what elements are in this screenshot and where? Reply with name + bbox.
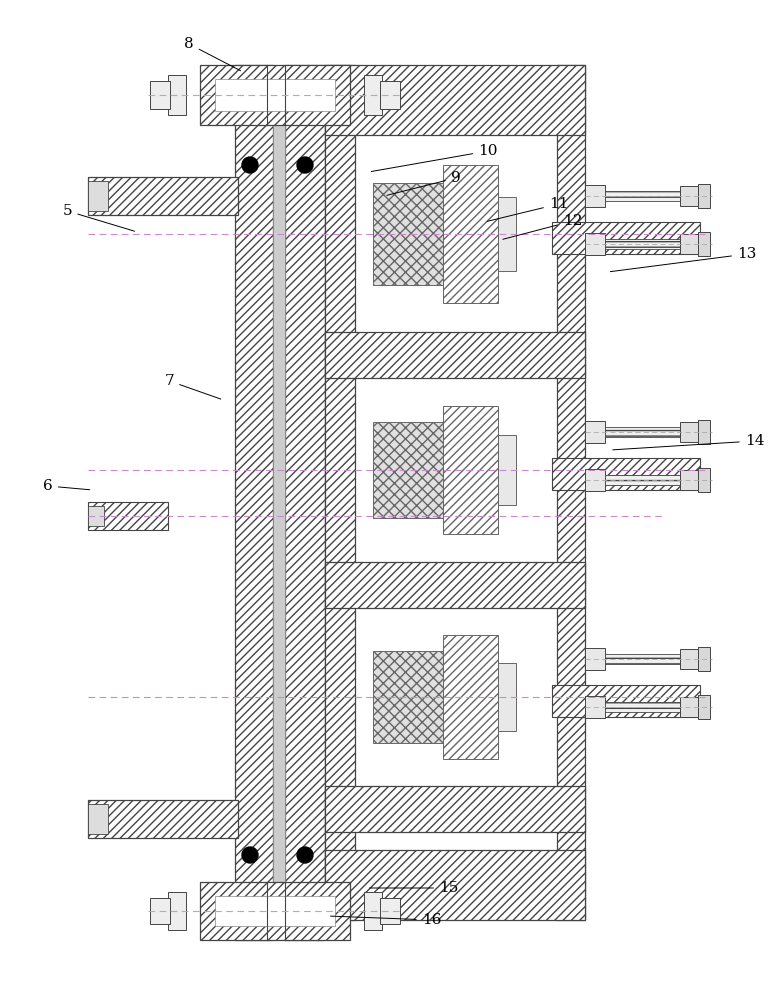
Bar — [698, 647, 710, 671]
Bar — [215, 896, 335, 926]
Bar — [325, 65, 355, 920]
Bar — [585, 421, 605, 443]
Bar — [88, 177, 238, 215]
Bar — [698, 184, 710, 208]
Text: 11: 11 — [487, 197, 568, 221]
Text: 15: 15 — [370, 881, 459, 895]
Text: 14: 14 — [613, 434, 764, 450]
Bar — [443, 406, 498, 534]
Bar — [680, 186, 698, 206]
Bar — [325, 65, 585, 135]
Bar — [585, 469, 605, 491]
Bar — [680, 649, 698, 669]
Bar — [325, 850, 585, 920]
Bar — [680, 697, 698, 717]
Bar — [585, 233, 605, 255]
Bar — [605, 475, 680, 485]
Bar — [552, 685, 700, 717]
Bar — [373, 183, 443, 285]
Bar — [605, 702, 680, 712]
Bar — [498, 663, 516, 731]
Text: 13: 13 — [611, 247, 757, 272]
Circle shape — [242, 157, 258, 173]
Bar — [88, 804, 108, 834]
Bar — [605, 239, 680, 249]
Bar — [88, 506, 104, 526]
Bar — [325, 786, 585, 832]
Text: 10: 10 — [371, 144, 498, 172]
Bar — [380, 81, 400, 109]
Bar — [364, 892, 382, 930]
Bar — [680, 422, 698, 442]
Bar — [168, 75, 186, 115]
Text: 7: 7 — [165, 374, 221, 399]
Bar — [168, 892, 186, 930]
Bar — [698, 468, 710, 492]
Bar — [680, 234, 698, 254]
Bar — [88, 800, 238, 838]
Bar — [443, 165, 498, 303]
Bar — [585, 696, 605, 718]
Bar — [373, 422, 443, 518]
Text: 6: 6 — [43, 479, 89, 493]
Circle shape — [297, 847, 313, 863]
Bar — [605, 654, 680, 664]
Bar — [200, 882, 350, 940]
Bar — [200, 65, 350, 125]
Bar — [680, 470, 698, 490]
Bar — [325, 562, 585, 608]
Bar — [150, 81, 170, 109]
Bar — [605, 191, 680, 201]
Bar — [498, 197, 516, 271]
Bar — [88, 502, 168, 530]
Bar — [605, 427, 680, 437]
Bar — [443, 635, 498, 759]
Bar — [698, 420, 710, 444]
Text: 16: 16 — [331, 913, 441, 927]
Text: 8: 8 — [184, 37, 241, 71]
Bar — [364, 75, 382, 115]
Circle shape — [297, 157, 313, 173]
Bar — [273, 95, 285, 910]
Bar — [285, 65, 325, 940]
Bar — [557, 65, 585, 920]
Circle shape — [242, 847, 258, 863]
Bar — [552, 458, 700, 490]
Bar — [325, 332, 585, 378]
Bar — [235, 65, 273, 940]
Bar — [552, 222, 700, 254]
Bar — [215, 79, 335, 111]
Bar — [585, 185, 605, 207]
Bar — [373, 651, 443, 743]
Text: 5: 5 — [63, 204, 135, 231]
Bar — [88, 181, 108, 211]
Bar — [150, 898, 170, 924]
Bar — [380, 898, 400, 924]
Bar — [498, 435, 516, 505]
Text: 9: 9 — [387, 171, 460, 195]
Bar — [698, 695, 710, 719]
Text: 12: 12 — [503, 214, 583, 239]
Bar — [585, 648, 605, 670]
Bar — [698, 232, 710, 256]
